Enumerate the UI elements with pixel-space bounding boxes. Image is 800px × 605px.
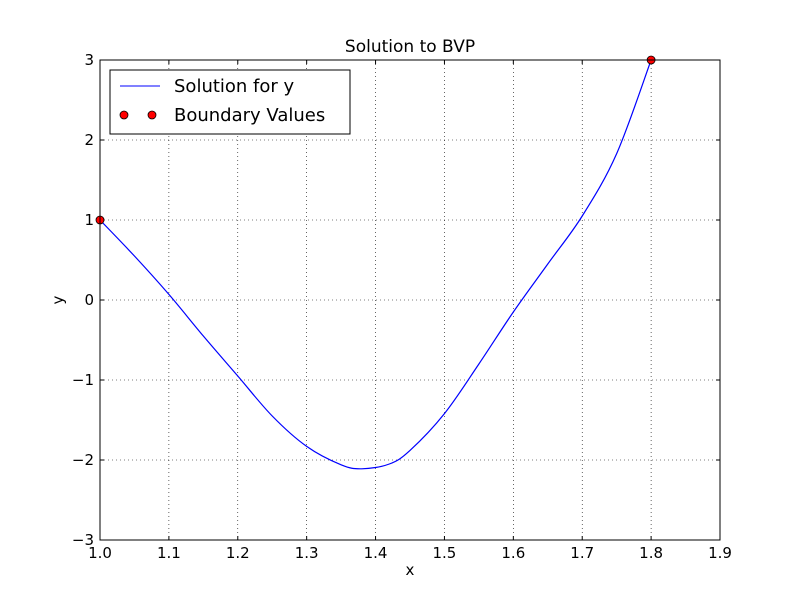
tick-labels: 1.0 1.1 1.2 1.3 1.4 1.5 1.6 1.7 1.8 1.9 −3 −2 −1 0 1 2 3: [72, 51, 732, 562]
x-tick-label: 1.9: [708, 544, 732, 562]
legend-marker-swatch: [119, 110, 129, 120]
legend-marker-swatch: [147, 110, 157, 120]
x-tick-label: 1.6: [501, 544, 525, 562]
y-tick-label: 2: [84, 131, 94, 149]
legend-label-boundary: Boundary Values: [174, 105, 325, 126]
grid-lines: [100, 60, 720, 540]
series-layer: [100, 60, 652, 470]
legend-box: [109, 69, 351, 135]
x-tick-label: 1.4: [364, 544, 388, 562]
x-tick-label: 1.0: [88, 544, 112, 562]
plot-frame: [99, 59, 721, 541]
solution-line: [100, 60, 652, 470]
y-tick-label: 0: [84, 291, 94, 309]
legend: Solution for y Boundary Values: [109, 69, 351, 135]
legend-label-solution: Solution for y: [174, 76, 295, 97]
y-axis-label: y: [49, 295, 67, 304]
y-tick-label: 1: [84, 211, 94, 229]
y-tick-label: 3: [84, 51, 94, 69]
x-tick-label: 1.1: [157, 544, 181, 562]
x-tick-label: 1.2: [226, 544, 250, 562]
x-tick-label: 1.8: [639, 544, 663, 562]
x-tick-label: 1.7: [570, 544, 594, 562]
chart-title: Solution to BVP: [345, 37, 475, 57]
x-tick-label: 1.5: [433, 544, 457, 562]
x-tick-label: 1.3: [295, 544, 319, 562]
y-tick-label: −3: [72, 531, 94, 549]
y-tick-label: −1: [72, 371, 94, 389]
y-tick-label: −2: [72, 451, 94, 469]
x-axis-label: x: [406, 561, 415, 579]
